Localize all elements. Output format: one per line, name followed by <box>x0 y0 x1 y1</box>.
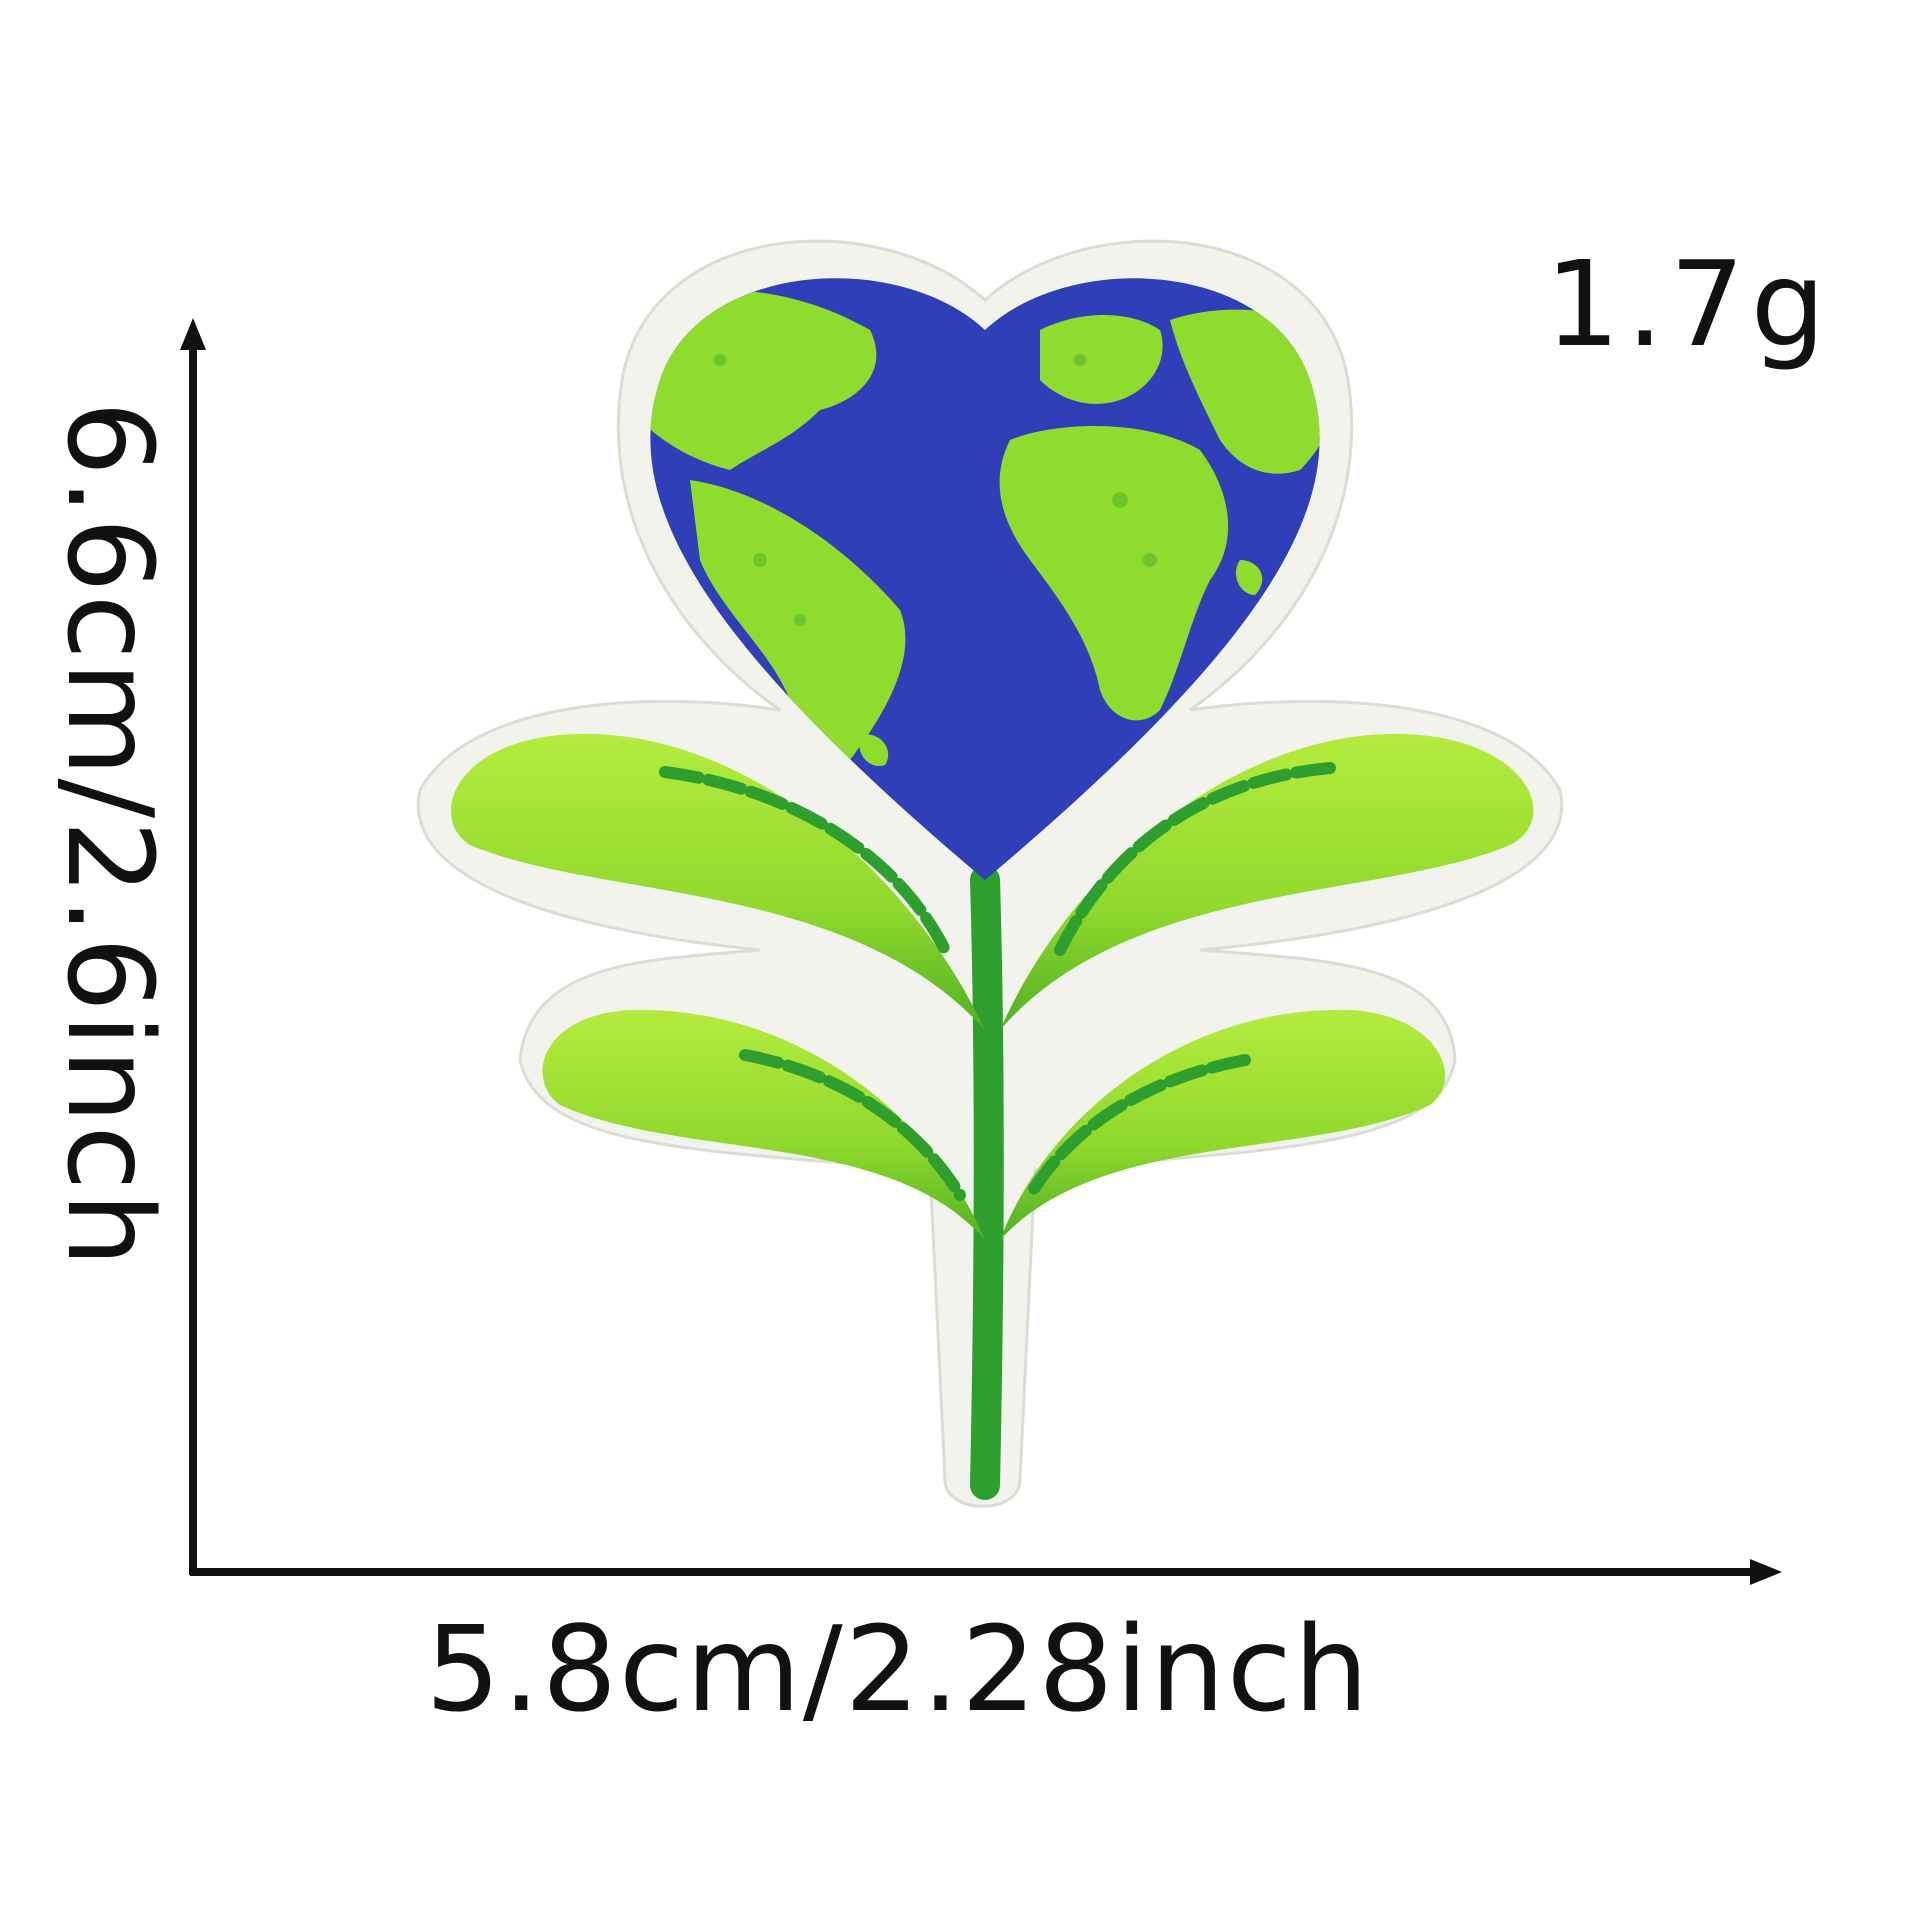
width-dimension-label: 5.8cm/2.28inch <box>425 1600 1371 1738</box>
height-dimension-label: 6.6cm/2.6inch <box>41 400 179 1270</box>
heart-globe <box>650 278 1320 880</box>
stem <box>970 865 1004 1500</box>
upper-left-leaf <box>450 733 985 1030</box>
lower-left-leaf <box>542 1009 985 1240</box>
weight-label: 1.7g <box>1545 235 1832 373</box>
embroidered-patch <box>416 239 1564 1508</box>
up-arrow-icon <box>180 318 206 350</box>
continent-europe <box>1040 315 1163 404</box>
continent-north-america <box>650 290 877 470</box>
lower-right-leaf <box>1000 1009 1446 1240</box>
continent-africa <box>999 426 1229 721</box>
dimension-axes <box>180 318 1782 1585</box>
upper-right-leaf <box>1000 733 1534 1030</box>
right-arrow-icon <box>1750 1559 1782 1585</box>
